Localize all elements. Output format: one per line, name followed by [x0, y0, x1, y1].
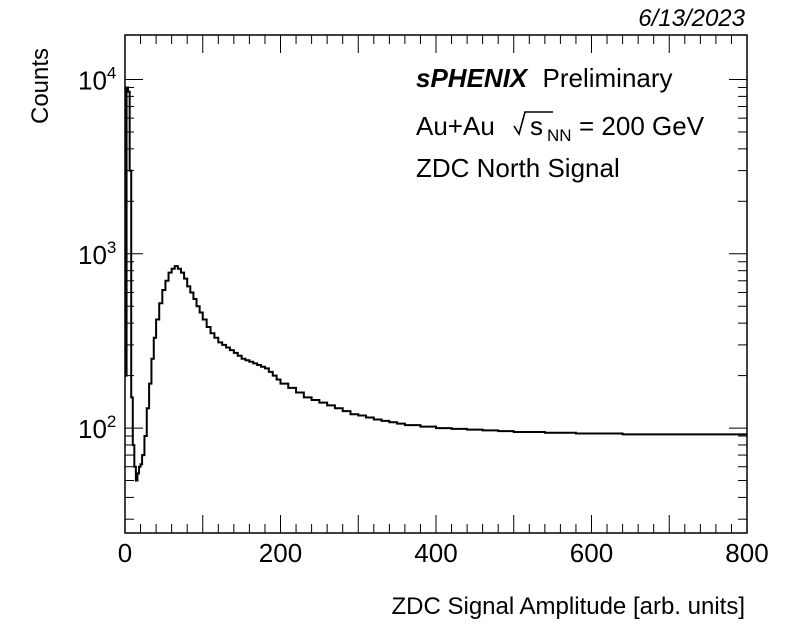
x-tick-label: 0 [118, 538, 132, 568]
signal-label: ZDC North Signal [416, 153, 620, 183]
preliminary-status: Preliminary [543, 63, 673, 93]
y-tick-label: 104 [78, 63, 116, 95]
plot-frame [124, 34, 748, 534]
x-tick-label: 800 [725, 538, 768, 568]
x-tick-label: 600 [570, 538, 613, 568]
energy-value: = 200 GeV [579, 111, 705, 141]
y-tick-label: 102 [78, 412, 116, 444]
y-axis-ticks [125, 78, 747, 520]
sqrt-symbol [513, 111, 553, 136]
date-label: 6/13/2023 [638, 5, 745, 32]
x-tick-label: 400 [414, 538, 457, 568]
y-axis-tick-labels: 102 103 104 [78, 63, 116, 444]
experiment-brand: sPHENIX [416, 63, 529, 93]
x-axis-title: ZDC Signal Amplitude [arb. units] [392, 593, 746, 620]
legend-block: sPHENIX Preliminary Au+Au s NN = 200 GeV… [416, 63, 705, 183]
x-axis-ticks [124, 35, 748, 533]
x-tick-label: 200 [259, 538, 302, 568]
y-tick-label: 103 [78, 238, 116, 270]
energy-subscript: NN [547, 126, 572, 145]
legend-experiment-line: sPHENIX Preliminary [416, 63, 673, 93]
energy-symbol: s [530, 111, 543, 141]
histogram-series-line [125, 86, 747, 482]
collision-system-label: Au+Au [416, 111, 495, 141]
y-axis-title: Counts [27, 48, 54, 124]
x-axis-tick-labels: 0 200 400 600 800 [118, 538, 769, 568]
